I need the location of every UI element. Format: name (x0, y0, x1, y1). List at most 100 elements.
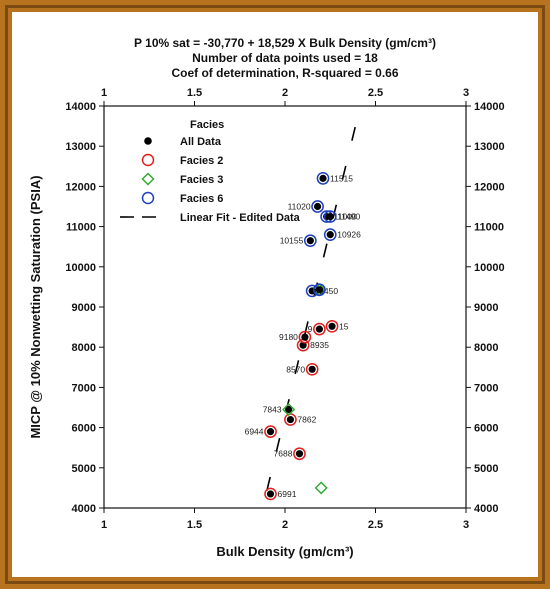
legend-entry: Facies 3 (180, 174, 223, 186)
title-line-2: Number of data points used = 18 (192, 51, 378, 65)
legend-title: Facies (190, 119, 224, 131)
point-label: 11000 (334, 212, 357, 222)
all-data-dot (301, 333, 309, 341)
legend-entry: All Data (180, 136, 222, 148)
point-label: 7843 (263, 405, 282, 415)
legend: Facies All Data Facies 2 Facies 3 Facies 6 Li… (120, 119, 301, 224)
y-tick-label-left: 6000 (72, 423, 96, 435)
facies-marker (264, 425, 277, 438)
title-line-3: Coef of determination, R-squared = 0.66 (171, 66, 398, 80)
legend-marker-diamond (141, 172, 155, 186)
y-tick-label-left: 8000 (72, 342, 96, 354)
x-tick-label-top: 1.5 (187, 87, 202, 99)
all-data-dot (319, 174, 327, 182)
point-label: 10155 (280, 236, 304, 246)
y-tick-label-left: 12000 (65, 181, 96, 193)
facies-marker (298, 330, 312, 344)
facies-marker (264, 487, 277, 501)
legend-entry: Linear Fit - Edited Data (180, 212, 301, 224)
axis-ticks: 1 1 1.5 1.5 2 2 2.5 2.5 3 3 4000 4000 5000 5000 6000 60… (65, 87, 504, 531)
point-label: 6991 (278, 489, 297, 499)
all-data-dot (315, 286, 323, 294)
y-tick-label-left: 13000 (65, 141, 96, 153)
y-axis-label: MICP @ 10% Nonwetting Saturation (PSIA) (28, 175, 43, 438)
all-data-dot (266, 428, 275, 436)
legend-entry: Facies 2 (180, 155, 223, 167)
data-point: 6944 (245, 425, 277, 438)
x-tick-label-top: 1 (101, 87, 107, 99)
title-line-1: P 10% sat = -30,770 + 18,529 X Bulk Dens… (134, 36, 436, 50)
y-tick-label-right: 9000 (474, 302, 498, 314)
y-tick-label-left: 5000 (72, 463, 96, 475)
y-tick-label-left: 9000 (72, 302, 96, 314)
facies-marker (311, 200, 324, 213)
all-data-dot (313, 202, 322, 211)
x-tick-label-bottom: 2 (282, 519, 288, 531)
all-data-dot (295, 450, 304, 458)
point-label: 9450 (319, 286, 338, 296)
x-tick-label-top: 2 (282, 87, 288, 99)
data-point (314, 481, 328, 495)
all-data-dot (286, 415, 295, 424)
y-tick-label-right: 5000 (474, 463, 498, 475)
data-point: 10926 (323, 228, 361, 241)
data-point: 9 (308, 322, 326, 336)
point-label: 9 (308, 324, 313, 334)
y-tick-label-right: 8000 (474, 342, 498, 354)
all-data-dot (306, 237, 314, 245)
y-tick-label-left: 14000 (65, 101, 96, 113)
all-data-dot (308, 365, 316, 373)
y-tick-label-right: 7000 (474, 382, 498, 394)
data-point: 7843 (263, 402, 296, 417)
all-data-dot (326, 212, 334, 221)
x-tick-label-bottom: 1 (101, 519, 107, 531)
legend-entry: Facies 6 (180, 193, 223, 205)
y-tick-label-left: 10000 (65, 262, 96, 274)
point-label: 7862 (297, 415, 316, 425)
x-tick-label-bottom: 3 (463, 519, 469, 531)
facies-marker (316, 172, 330, 185)
point-label: 8570 (286, 364, 305, 374)
all-data-dot (266, 490, 275, 498)
data-point: 9180 (279, 330, 312, 344)
data-point: 7688 (274, 447, 306, 461)
y-tick-label-left: 7000 (72, 382, 96, 394)
data-point (313, 283, 326, 297)
data-point: 15 (325, 319, 349, 333)
data-points: 6991 7688 6944 7862 8570 8935 9180 9 15 7843 11515… (245, 172, 361, 501)
point-label: 11020 (288, 202, 311, 212)
all-data-dot (285, 405, 293, 414)
x-tick-label-top: 3 (463, 87, 469, 99)
facies-marker (314, 481, 328, 495)
all-data-dot (328, 322, 336, 330)
all-data-dot (315, 325, 323, 333)
facies-marker (325, 319, 339, 333)
point-label: 11515 (330, 173, 353, 183)
data-point: 11515 (316, 172, 353, 185)
y-tick-label-right: 10000 (474, 262, 505, 274)
chart-title: P 10% sat = -30,770 + 18,529 X Bulk Dens… (134, 36, 436, 80)
y-tick-label-left: 4000 (72, 503, 96, 515)
legend-marker-circle (141, 153, 155, 167)
data-point: 7862 (284, 413, 317, 426)
x-tick-label-top: 2.5 (368, 87, 383, 99)
facies-marker (313, 283, 326, 297)
point-label: 10926 (337, 230, 361, 240)
point-label: 11490 (337, 212, 360, 222)
facies-marker (313, 322, 326, 336)
point-label: 7688 (274, 449, 293, 459)
facies-marker (303, 234, 317, 248)
facies-marker (282, 402, 296, 417)
x-tick-label-bottom: 1.5 (187, 519, 202, 531)
facies-marker (293, 447, 306, 461)
point-label: 6944 (245, 427, 264, 437)
facies-marker (305, 362, 319, 376)
y-tick-label-right: 4000 (474, 503, 498, 515)
data-point: 6991 (264, 487, 297, 501)
all-data-dot (326, 231, 334, 239)
y-tick-label-right: 6000 (474, 423, 498, 435)
y-tick-label-right: 12000 (474, 181, 505, 193)
plot-area (103, 105, 467, 509)
data-point: 10155 (280, 234, 317, 248)
